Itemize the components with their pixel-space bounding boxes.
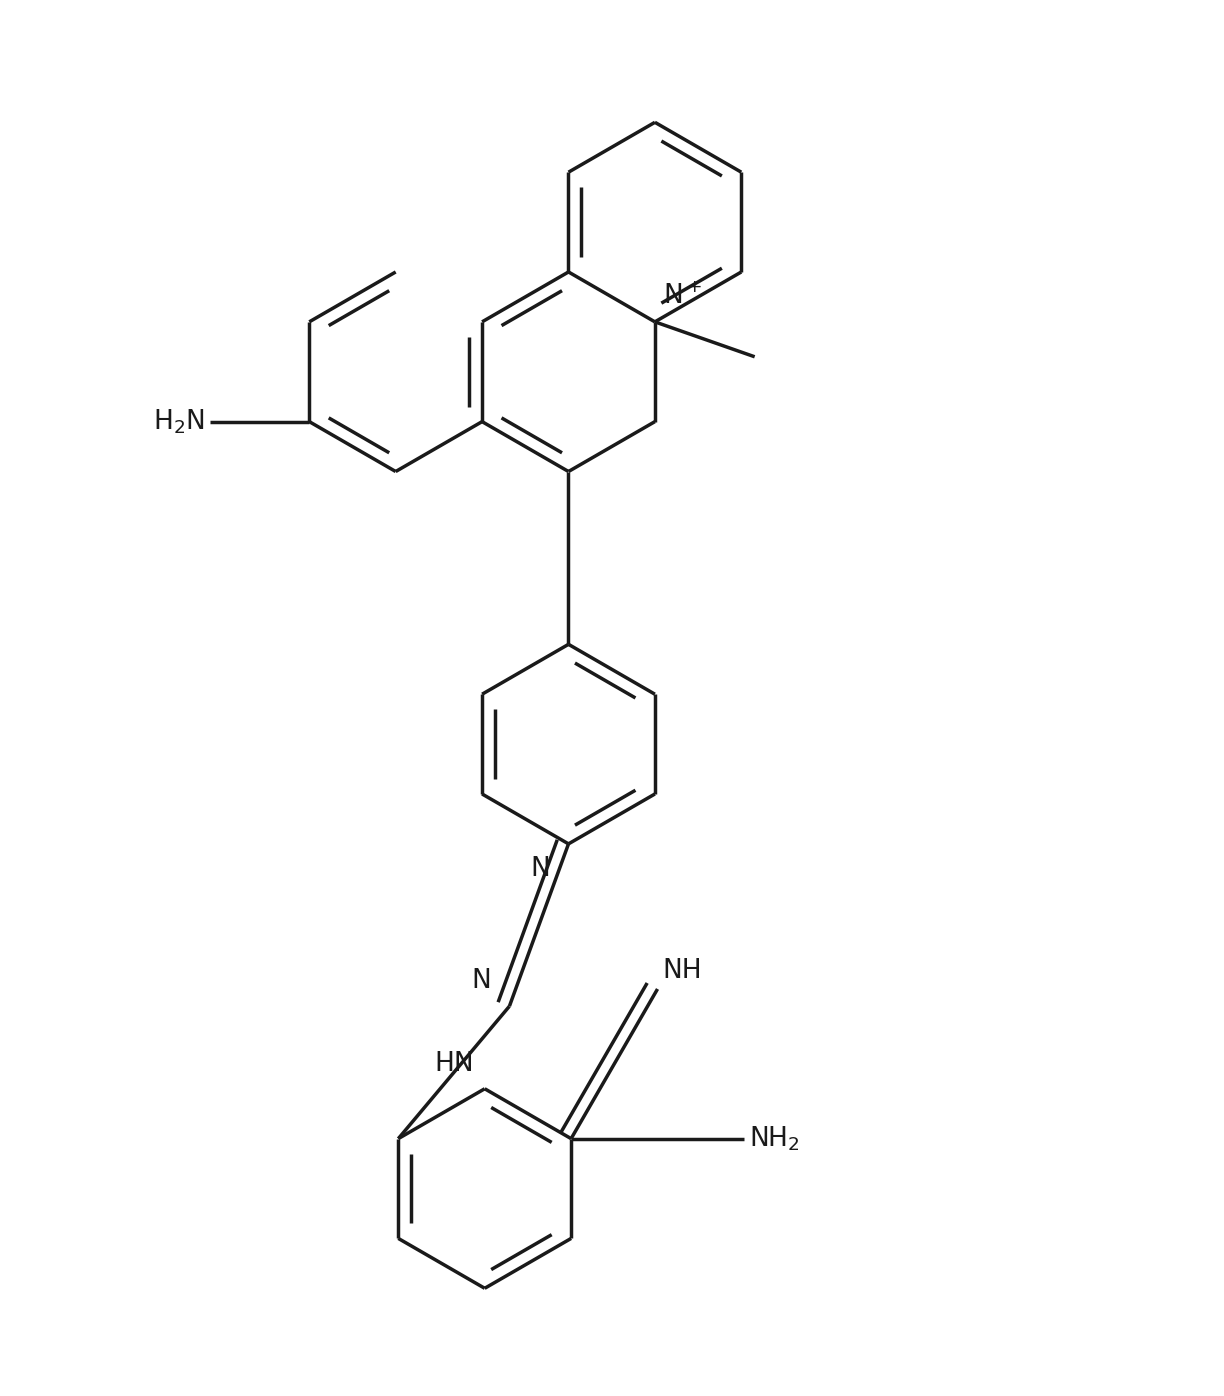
Text: N: N xyxy=(531,856,551,882)
Text: HN: HN xyxy=(435,1051,475,1078)
Text: N$^+$: N$^+$ xyxy=(663,283,703,310)
Text: NH: NH xyxy=(662,958,703,984)
Text: N: N xyxy=(471,969,491,994)
Text: H$_2$N: H$_2$N xyxy=(153,408,204,436)
Text: NH$_2$: NH$_2$ xyxy=(749,1124,799,1153)
